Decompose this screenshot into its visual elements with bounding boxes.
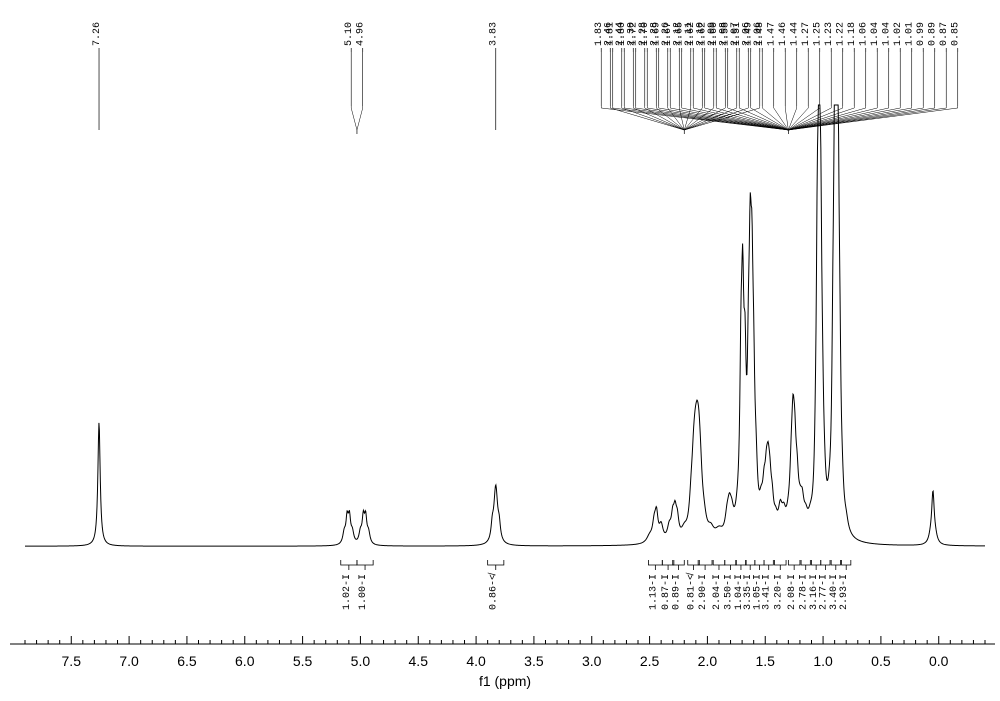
peak-ppm-label: 1.25 <box>813 22 824 46</box>
x-axis-tick-label: 5.0 <box>351 653 371 669</box>
peak-ppm-label: 1.06 <box>859 22 870 46</box>
integral-label: 3.20-I <box>773 574 784 610</box>
peak-ppm-label: 4.96 <box>356 22 367 46</box>
x-axis-tick-label: 2.5 <box>640 653 660 669</box>
integral-bracket <box>801 560 810 565</box>
x-axis-tick-label: 5.5 <box>293 653 313 669</box>
x-axis-tick-label: 3.0 <box>582 653 602 669</box>
x-axis-tick-label: 4.0 <box>466 653 486 669</box>
peak-ppm-label: 1.22 <box>836 22 847 46</box>
integral-label: 1.02-I <box>342 574 353 610</box>
x-axis-tick-label: 7.0 <box>119 653 139 669</box>
x-axis-tick-label: 1.5 <box>756 653 776 669</box>
x-axis-tick-label: 2.0 <box>698 653 718 669</box>
peak-ppm-label: 1.49 <box>744 22 755 46</box>
integral-bracket <box>648 560 662 565</box>
integral-bracket <box>341 560 357 565</box>
peak-ppm-label: 0.87 <box>939 22 950 46</box>
integral-label: 2.77-I <box>818 574 829 610</box>
integral-bracket <box>764 560 773 565</box>
integral-label: 3.41-I <box>762 574 773 610</box>
peak-ppm-label: 1.04 <box>870 22 881 46</box>
spectrum-trace <box>25 105 985 546</box>
peak-ppm-label: 1.01 <box>905 22 916 46</box>
peak-ppm-label: 1.48 <box>755 22 766 46</box>
integral-bracket <box>842 560 851 565</box>
integral-bracket <box>774 560 786 565</box>
peak-ppm-label: 1.67 <box>663 22 674 46</box>
integral-label: 2.78-I <box>799 574 810 610</box>
integral-bracket <box>688 560 700 565</box>
integral-label: 0.89-I <box>671 574 682 610</box>
spectrum-svg: 7.265.104.963.832.462.442.302.282.282.26… <box>0 0 1000 701</box>
integral-label: 0.81-≮ <box>685 572 698 610</box>
peak-ppm-label: 0.99 <box>916 22 927 46</box>
integral-bracket <box>357 560 373 565</box>
nmr-spectrum-chart: 7.265.104.963.832.462.442.302.282.282.26… <box>0 0 1000 701</box>
peak-ppm-label: 1.83 <box>594 22 605 46</box>
peak-ppm-label: 5.10 <box>344 22 355 46</box>
integral-label: 1.13-I <box>648 574 659 610</box>
integral-bracket <box>746 560 755 565</box>
peak-ppm-label: 1.46 <box>778 22 789 46</box>
peak-ppm-label: 1.27 <box>801 22 812 46</box>
integral-label: 3.50-I <box>724 574 735 610</box>
peak-ppm-label: 1.23 <box>824 22 835 46</box>
peak-ppm-label: 1.51 <box>732 22 743 46</box>
peak-ppm-label: 1.60 <box>709 22 720 46</box>
x-axis-tick-label: 6.5 <box>177 653 197 669</box>
peak-ppm-label: 1.04 <box>882 22 893 46</box>
integral-bracket <box>755 560 764 565</box>
integral-bracket <box>673 560 685 565</box>
peak-ppm-label: 1.47 <box>767 22 778 46</box>
integral-label: 3.40-I <box>829 574 840 610</box>
x-axis-tick-label: 6.0 <box>235 653 255 669</box>
integral-bracket <box>713 560 725 565</box>
peak-ppm-label: 3.83 <box>489 22 500 46</box>
integral-label: 2.08-I <box>787 574 798 610</box>
peak-ppm-label: 1.72 <box>629 22 640 46</box>
integral-label: 2.93-I <box>839 574 850 610</box>
integral-label: 0.86-≮ <box>487 572 500 610</box>
peak-ppm-label: 0.85 <box>951 22 962 46</box>
integral-label: 2.04-I <box>712 574 723 610</box>
integral-label: 1.00-I <box>358 574 369 610</box>
peak-ppm-label: 1.02 <box>893 22 904 46</box>
peak-ppm-label: 1.44 <box>790 22 801 46</box>
peak-ppm-label: 1.62 <box>686 22 697 46</box>
x-axis-tick-label: 0.5 <box>871 653 891 669</box>
peak-ppm-label: 1.80 <box>617 22 628 46</box>
peak-ppm-label: 1.69 <box>652 22 663 46</box>
peak-ppm-label: 1.18 <box>847 22 858 46</box>
integral-bracket <box>698 560 712 565</box>
integral-label: 0.87-I <box>661 574 672 610</box>
peak-ppm-label: 7.26 <box>92 22 103 46</box>
peak-ppm-label: 1.70 <box>640 22 651 46</box>
integral-label: 2.90-I <box>698 574 709 610</box>
integral-bracket <box>725 560 737 565</box>
integral-bracket <box>736 560 746 565</box>
x-axis-tick-label: 3.5 <box>524 653 544 669</box>
peak-ppm-label: 1.58 <box>721 22 732 46</box>
x-axis-tick-label: 0.0 <box>929 653 949 669</box>
integral-bracket <box>788 560 800 565</box>
peak-ppm-label: 1.81 <box>606 22 617 46</box>
x-axis-tick-label: 7.5 <box>62 653 82 669</box>
integral-bracket <box>821 560 830 565</box>
x-axis-tick-label: 1.0 <box>813 653 833 669</box>
x-axis-tick-label: 4.5 <box>409 653 429 669</box>
integral-bracket <box>662 560 674 565</box>
peak-ppm-label: 1.62 <box>698 22 709 46</box>
integral-bracket <box>812 560 821 565</box>
integral-bracket <box>831 560 840 565</box>
x-axis-title: f1 (ppm) <box>479 673 531 689</box>
integral-bracket <box>488 560 504 565</box>
peak-ppm-label: 0.89 <box>928 22 939 46</box>
peak-ppm-label: 1.65 <box>675 22 686 46</box>
